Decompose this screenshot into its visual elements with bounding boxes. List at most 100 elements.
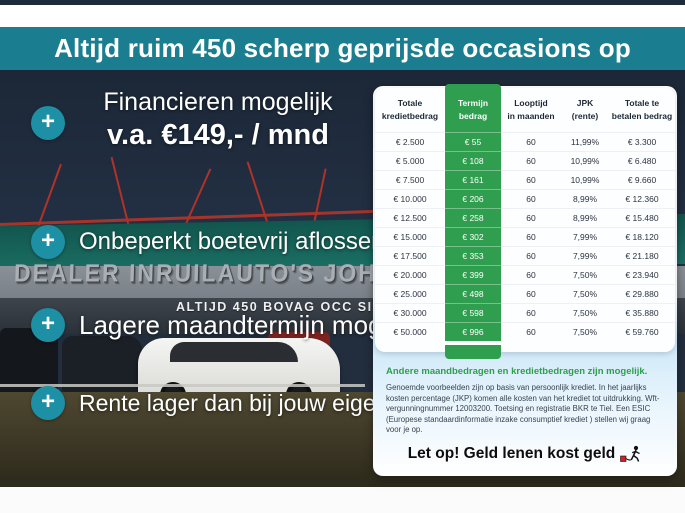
table-cell: 60 [501,226,561,246]
table-cell: € 598 [445,302,501,322]
table-row: € 50.000 € 996 60 7,50% € 59.760 [375,321,675,341]
table-cell: € 3.300 [609,131,675,151]
table-cell: 60 [501,169,561,189]
table-cell: € 399 [445,264,501,284]
table-cell: € 9.660 [609,169,675,189]
table-cell: € 55 [445,131,501,151]
table-cell: 60 [501,188,561,208]
table-cell: € 12.500 [375,207,445,227]
car-windshield [170,342,298,362]
table-cell: € 59.760 [609,321,675,341]
bullet-aflossen: + Onbeperkt boetevrij aflossen [31,225,385,259]
table-cell: € 996 [445,321,501,341]
table-cell: € 353 [445,245,501,265]
panel-footer: Andere maandbedragen en kredietbedragen … [386,366,664,463]
table-row: € 12.500 € 258 60 8,99% € 15.480 [375,207,675,227]
table-cell: € 15.480 [609,207,675,227]
table-cell: 60 [501,150,561,170]
table-cell: € 12.360 [609,188,675,208]
table-cell: € 206 [445,188,501,208]
footer-legal-text: Genoemde voorbeelden zijn op basis van p… [386,383,660,435]
bullet-title: Lagere maandtermijn mogelijk [79,309,428,340]
column-header: Looptijd in maanden [507,98,555,121]
table-cell: € 2.500 [375,131,445,151]
table-cell: € 30.000 [375,302,445,322]
table-cell: € 10.000 [375,188,445,208]
table-cell: € 21.180 [609,245,675,265]
table-cell: 8,99% [561,188,609,208]
table-row: € 7.500 € 161 60 10,99% € 9.660 [375,169,675,189]
column-header: Termijn bedrag [445,88,501,132]
bullet-maandtermijn: + Lagere maandtermijn mogelijk [31,308,427,342]
top-border [0,0,685,5]
table-cell: 10,99% [561,169,609,189]
table-cell: € 302 [445,226,501,246]
plus-icon: + [31,386,65,420]
table-cell: € 23.940 [609,264,675,284]
car-dark-landrover [62,336,142,392]
banner: Altijd ruim 450 scherp geprijsde occasio… [0,27,685,106]
table-cell: 60 [501,207,561,227]
plus-icon: + [31,308,65,342]
table-row: € 15.000 € 302 60 7,99% € 18.120 [375,226,675,246]
table-cell: 60 [501,302,561,322]
table-cell: € 20.000 [375,264,445,284]
table-row: € 20.000 € 399 60 7,50% € 23.940 [375,264,675,284]
table-cell: € 161 [445,169,501,189]
table-cell: 7,99% [561,226,609,246]
table-cell: 60 [501,245,561,265]
bullet-subtitle: v.a. €149,- / mnd [107,119,329,151]
table-cell: € 18.120 [609,226,675,246]
geld-lenen-warning-icon [620,445,641,462]
table-row: € 17.500 € 353 60 7,99% € 21.180 [375,245,675,265]
table-row: € 5.000 € 108 60 10,99% € 6.480 [375,150,675,170]
table-cell: 7,50% [561,283,609,303]
table-cell: € 7.500 [375,169,445,189]
table-cell: 60 [501,321,561,341]
finance-table-card: Totale kredietbedrag Termijn bedrag Loopti… [375,84,675,359]
table-cell: 7,50% [561,264,609,284]
column-header: JPK (rente) [571,98,599,121]
table-row: € 30.000 € 598 60 7,50% € 35.880 [375,302,675,322]
table-row: € 10.000 € 206 60 8,99% € 12.360 [375,188,675,208]
table-cell: € 50.000 [375,321,445,341]
table-cell: € 108 [445,150,501,170]
plus-icon: + [31,106,65,140]
table-cell: 7,99% [561,245,609,265]
credit-warning: Let op! Geld lenen kost geld [386,445,664,463]
table-cell: 60 [501,131,561,151]
table-cell: 7,50% [561,321,609,341]
bullet-title: Onbeperkt boetevrij aflossen [79,228,385,255]
finance-table: Totale kredietbedrag Termijn bedrag Loopti… [375,88,675,341]
table-cell: 11,99% [561,131,609,151]
column-header: Totale te betalen bedrag [611,98,673,121]
bullet-title: Financieren mogelijk [103,88,333,116]
table-cell: 8,99% [561,207,609,227]
plus-icon: + [31,225,65,259]
table-cell: 7,50% [561,302,609,322]
table-cell: 10,99% [561,150,609,170]
photo-fence [0,384,365,387]
table-row: € 25.000 € 498 60 7,50% € 29.880 [375,283,675,303]
finance-table-body: € 2.500 € 55 60 11,99% € 3.300 € 5.000 € 108 60… [375,131,675,341]
table-cell: € 498 [445,283,501,303]
table-row: € 2.500 € 55 60 11,99% € 3.300 [375,131,675,151]
footer-highlight: Andere maandbedragen en kredietbedragen … [386,366,648,377]
bullet-financieren: + Financieren mogelijk v.a. €149,- / mnd [31,88,371,152]
bottom-margin [0,487,685,513]
table-cell: 60 [501,264,561,284]
table-cell: € 15.000 [375,226,445,246]
table-cell: € 6.480 [609,150,675,170]
table-cell: 60 [501,283,561,303]
column-header: Totale kredietbedrag [381,98,439,121]
table-cell: € 29.880 [609,283,675,303]
table-cell: € 25.000 [375,283,445,303]
table-cell: € 5.000 [375,150,445,170]
finance-panel: Totale kredietbedrag Termijn bedrag Loopti… [373,84,677,476]
finance-table-head-row: Totale kredietbedrag Termijn bedrag Loopti… [375,88,675,132]
table-cell: € 258 [445,207,501,227]
table-cell: € 17.500 [375,245,445,265]
green-column-cap-bottom [445,345,501,359]
credit-warning-text: Let op! Geld lenen kost geld [407,444,616,462]
